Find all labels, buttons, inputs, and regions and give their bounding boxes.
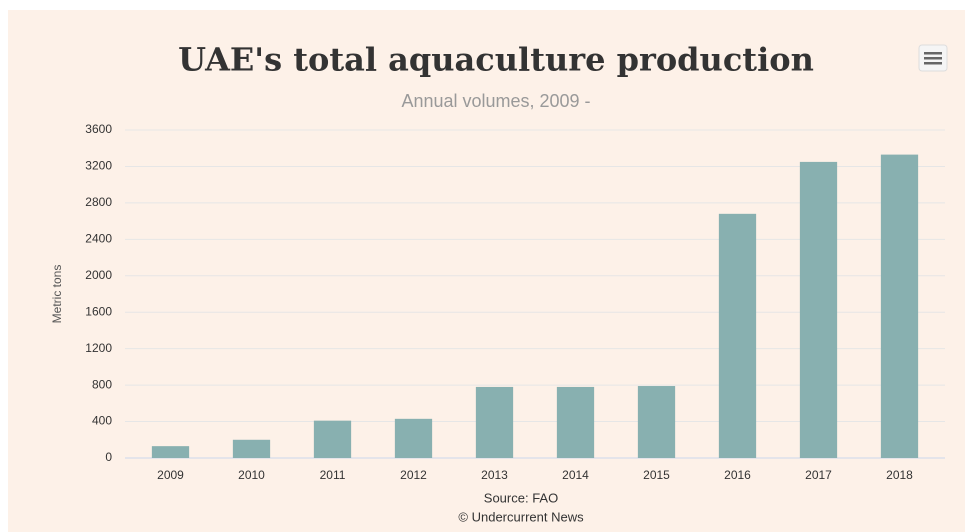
bar [232,439,271,458]
bar [475,386,514,458]
bar [394,418,433,458]
x-tick-label: 2011 [320,468,346,482]
y-tick-label: 2400 [85,232,112,246]
bar [151,446,190,458]
y-tick-label: 400 [92,414,112,428]
y-tick-label: 2000 [85,268,112,282]
y-tick-label: 3200 [85,159,112,173]
x-tick-label: 2012 [400,468,427,482]
x-tick-label: 2015 [643,468,670,482]
bar [637,386,676,458]
x-tick-label: 2010 [238,468,265,482]
x-tick-label: 2009 [157,468,184,482]
x-tick-label: 2017 [805,468,832,482]
x-tick-label: 2018 [886,468,913,482]
y-tick-label: 800 [92,377,112,391]
x-tick-label: 2014 [562,468,589,482]
y-tick-label: 3600 [85,122,112,136]
y-axis-label: Metric tons [50,265,64,324]
bar [880,154,919,458]
menu-line [924,52,942,55]
y-tick-label: 1200 [85,341,112,355]
bar [799,161,838,458]
credit: Source: FAO [484,490,558,505]
menu-button[interactable] [918,44,948,72]
x-tick-label: 2013 [481,468,508,482]
bar [313,420,352,458]
chart-subtitle: Annual volumes, 2009 - [401,91,590,111]
y-tick-label: 1600 [85,304,112,318]
y-tick-label: 0 [105,450,112,464]
bar [718,213,757,458]
x-tick-label: 2016 [724,468,751,482]
chart-title: UAE's total aquaculture production [178,41,814,79]
credit: © Undercurrent News [458,509,584,524]
menu-line [924,62,942,65]
menu-line [924,57,942,60]
y-tick-label: 2800 [85,195,112,209]
bar [556,386,595,458]
